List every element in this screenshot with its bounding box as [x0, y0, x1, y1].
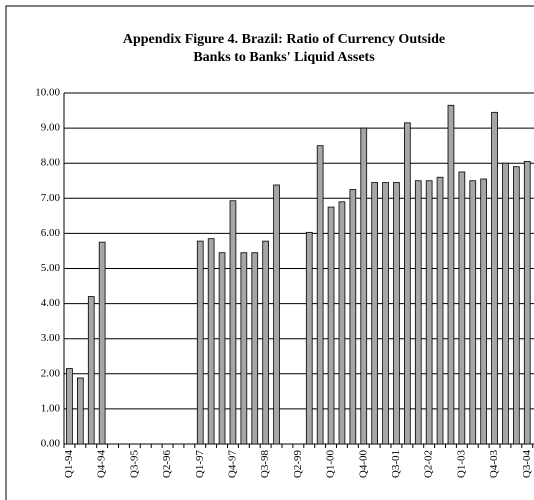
bar [425, 180, 433, 445]
x-tick-label: Q4-97 [226, 450, 238, 479]
y-tick-label: 5.00 [41, 262, 61, 274]
x-tick-label: Q4-94 [96, 450, 108, 479]
y-tick-label: 4.00 [41, 297, 61, 309]
x-tick-label: Q1-97 [194, 450, 206, 479]
bar [338, 201, 346, 445]
bar [436, 176, 444, 445]
bar [240, 252, 248, 445]
bar [404, 122, 411, 445]
y-tick-label: 3.00 [41, 332, 61, 344]
y-tick-label: 0.00 [41, 438, 61, 450]
bar [393, 182, 400, 445]
bar [360, 127, 368, 445]
bar [251, 252, 259, 445]
bar [218, 252, 226, 445]
y-tick-label: 8.00 [41, 157, 61, 169]
bar [349, 189, 357, 445]
y-tick-label: 9.00 [41, 122, 61, 134]
y-tick-label: 2.00 [41, 367, 61, 379]
chart-title: Banks to Banks' Liquid Assets [193, 50, 375, 65]
bar [316, 145, 324, 445]
x-tick-label: Q3-98 [259, 450, 271, 479]
x-tick-label: Q2-02 [423, 450, 435, 478]
bar [98, 241, 106, 445]
bar [382, 182, 389, 445]
bar [502, 162, 509, 445]
bar [327, 206, 335, 445]
x-tick-label: Q3-04 [521, 450, 533, 479]
x-tick-label: Q2-99 [292, 450, 304, 479]
bar [480, 178, 487, 445]
chart-title: Appendix Figure 4. Brazil: Ratio of Curr… [123, 32, 445, 47]
bar [229, 200, 237, 445]
bar [523, 161, 531, 445]
x-tick-label: Q1-00 [325, 450, 337, 479]
y-tick-label: 1.00 [41, 402, 61, 414]
bar [87, 296, 95, 445]
x-tick-label: Q1-03 [455, 450, 467, 479]
bar [196, 240, 204, 445]
bar [77, 377, 84, 445]
bar [305, 231, 313, 445]
bar [491, 111, 498, 445]
y-tick-label: 7.00 [41, 192, 61, 204]
x-tick-label: Q3-95 [128, 450, 140, 479]
bar [207, 238, 215, 445]
bar [414, 180, 422, 445]
x-tick-label: Q2-96 [161, 450, 173, 479]
y-tick-label: 6.00 [41, 227, 61, 239]
chart-frame [5, 5, 534, 500]
bar [458, 171, 466, 445]
x-tick-label: Q1-94 [63, 450, 75, 479]
bar [66, 368, 73, 445]
bar [513, 166, 520, 445]
x-tick-label: Q3-01 [390, 450, 402, 478]
bar [469, 180, 477, 445]
bar [371, 182, 378, 445]
bar [262, 240, 269, 445]
x-tick-label: Q4-03 [488, 450, 500, 479]
bar [273, 184, 280, 445]
y-tick-label: 10.00 [35, 87, 60, 99]
bar [447, 104, 455, 445]
x-tick-label: Q4-00 [357, 450, 369, 479]
